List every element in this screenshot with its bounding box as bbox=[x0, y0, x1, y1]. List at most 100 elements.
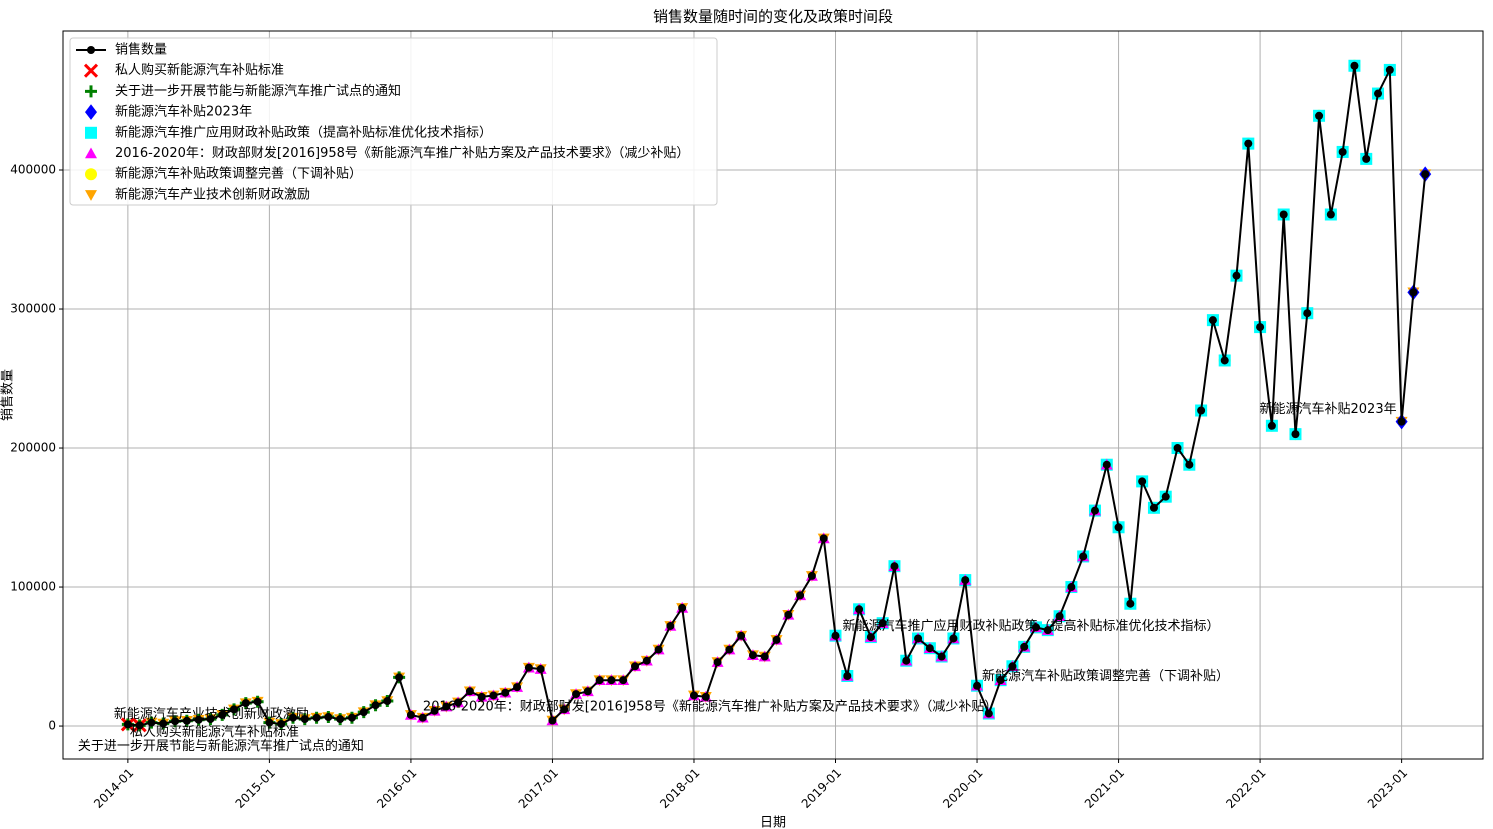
point bbox=[253, 697, 262, 706]
point bbox=[454, 698, 463, 707]
point bbox=[961, 576, 970, 585]
point bbox=[159, 719, 168, 728]
point bbox=[713, 658, 722, 667]
point bbox=[1303, 309, 1312, 318]
marker bbox=[85, 126, 97, 139]
point bbox=[1185, 460, 1194, 469]
point bbox=[607, 676, 616, 685]
y-tick-label: 300000 bbox=[10, 302, 56, 316]
point bbox=[548, 716, 557, 725]
point bbox=[937, 652, 946, 661]
point bbox=[536, 665, 545, 674]
point bbox=[288, 713, 297, 722]
point bbox=[395, 673, 404, 682]
point bbox=[807, 571, 816, 580]
point bbox=[513, 683, 522, 692]
point bbox=[324, 713, 333, 722]
marker bbox=[85, 104, 97, 120]
point bbox=[1362, 154, 1371, 163]
x-tick-label: 2015-01 bbox=[233, 766, 278, 811]
x-tick-label: 2018-01 bbox=[657, 766, 702, 811]
legend-label: 关于进一步开展节能与新能源汽车推广试点的通知 bbox=[115, 83, 401, 99]
point bbox=[194, 715, 203, 724]
point bbox=[654, 645, 663, 654]
point bbox=[866, 633, 875, 642]
y-tick-label: 100000 bbox=[10, 580, 56, 594]
point bbox=[489, 691, 498, 700]
point bbox=[206, 715, 215, 724]
point bbox=[218, 710, 227, 719]
point bbox=[1350, 61, 1359, 70]
annotation: 新能源汽车产业技术创新财政激励 bbox=[114, 706, 309, 722]
legend-frame bbox=[69, 37, 718, 206]
point bbox=[230, 705, 239, 714]
point bbox=[182, 716, 191, 725]
point bbox=[171, 717, 180, 726]
point bbox=[477, 692, 486, 701]
point bbox=[996, 676, 1005, 685]
point bbox=[1374, 89, 1383, 98]
point bbox=[347, 713, 356, 722]
point bbox=[1102, 460, 1111, 469]
legend-label: 新能源汽车推广应用财政补贴政策（提高补贴标准优化技术指标） bbox=[115, 124, 492, 140]
point bbox=[642, 656, 651, 665]
legend: 销售数量私人购买新能源汽车补贴标准关于进一步开展节能与新能源汽车推广试点的通知新… bbox=[69, 37, 718, 206]
point bbox=[1326, 210, 1335, 219]
x-tick-label: 2021-01 bbox=[1082, 766, 1127, 811]
point bbox=[1291, 430, 1300, 439]
point bbox=[1114, 523, 1123, 532]
point bbox=[383, 697, 392, 706]
plot-frame bbox=[62, 30, 1484, 760]
point bbox=[1256, 323, 1265, 332]
point bbox=[666, 621, 675, 630]
x-tick-label: 2023-01 bbox=[1365, 766, 1410, 811]
point bbox=[123, 720, 132, 729]
point bbox=[796, 591, 805, 600]
x-tick-label: 2016-01 bbox=[374, 766, 419, 811]
legend-label: 新能源汽车补贴政策调整完善（下调补贴） bbox=[115, 166, 362, 182]
point bbox=[1315, 111, 1324, 120]
point bbox=[1208, 316, 1217, 325]
point bbox=[984, 709, 993, 718]
point bbox=[772, 635, 781, 644]
y-axis-label: 销售数量 bbox=[0, 369, 16, 421]
point bbox=[1032, 623, 1041, 632]
legend-label: 新能源汽车产业技术创新财政激励 bbox=[115, 186, 310, 202]
point bbox=[925, 644, 934, 653]
point bbox=[1090, 506, 1099, 515]
y-tick-label: 0 bbox=[48, 719, 56, 733]
point bbox=[1161, 492, 1170, 501]
point bbox=[1338, 147, 1347, 156]
point bbox=[371, 701, 380, 710]
x-axis-label: 日期 bbox=[760, 816, 786, 829]
point bbox=[843, 672, 852, 681]
point bbox=[1138, 477, 1147, 486]
point bbox=[1149, 503, 1158, 512]
point bbox=[406, 710, 415, 719]
legend-label: 销售数量 bbox=[115, 42, 167, 58]
point bbox=[418, 713, 427, 722]
point bbox=[524, 663, 533, 672]
point bbox=[1197, 406, 1206, 415]
point bbox=[748, 651, 757, 660]
point bbox=[465, 687, 474, 696]
point bbox=[241, 699, 250, 708]
marker bbox=[85, 85, 97, 98]
point bbox=[1043, 626, 1052, 635]
point bbox=[1008, 662, 1017, 671]
x-tick-label: 2017-01 bbox=[516, 766, 561, 811]
x-tick-label: 2020-01 bbox=[940, 766, 985, 811]
point bbox=[595, 676, 604, 685]
y-tick-label: 400000 bbox=[10, 163, 56, 177]
point bbox=[737, 631, 746, 640]
point bbox=[631, 662, 640, 671]
annotation: 新能源汽车推广应用财政补贴政策（提高补贴标准优化技术指标） bbox=[843, 618, 1220, 634]
point bbox=[1279, 210, 1288, 219]
point bbox=[583, 687, 592, 696]
legend-label: 私人购买新能源汽车补贴标准 bbox=[115, 62, 284, 78]
point bbox=[855, 605, 864, 614]
point bbox=[1397, 417, 1406, 426]
point bbox=[1020, 642, 1029, 651]
legend-label: 新能源汽车补贴2023年 bbox=[115, 104, 252, 120]
point bbox=[1409, 288, 1418, 297]
